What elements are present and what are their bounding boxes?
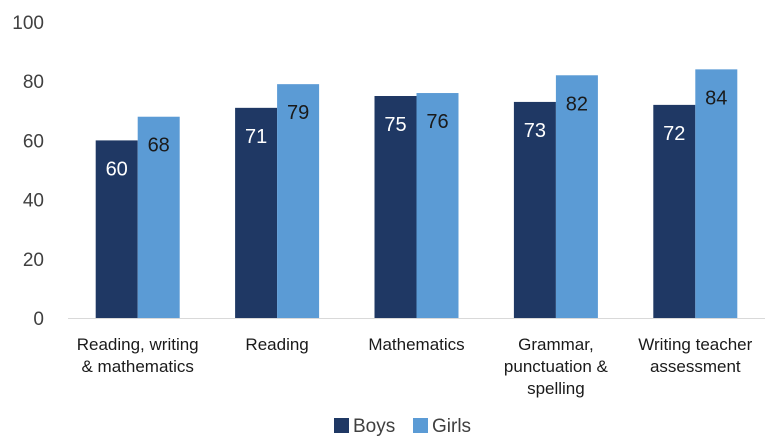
data-label-girls: 84: [705, 87, 727, 109]
x-tick-label: Mathematics: [368, 335, 464, 354]
data-label-girls: 76: [426, 111, 448, 133]
data-label-boys: 73: [524, 120, 546, 142]
x-tick-label-line: assessment: [650, 357, 741, 376]
legend-swatch-boys: [334, 418, 349, 433]
legend-label-boys: Boys: [353, 416, 395, 437]
x-tick-label-line: Grammar,: [518, 335, 594, 354]
y-tick-label: 20: [23, 250, 44, 271]
data-label-boys: 75: [384, 114, 406, 136]
data-label-boys: 60: [106, 158, 128, 180]
y-tick-label: 100: [12, 13, 44, 34]
bar-boys: [235, 107, 278, 318]
x-tick-label-line: & mathematics: [81, 357, 193, 376]
bar-boys: [95, 140, 138, 318]
bar-girls: [277, 84, 320, 318]
x-tick-label: Reading: [245, 335, 308, 354]
bar-girls: [416, 93, 459, 318]
x-tick-label: Grammar, punctuation & spelling: [504, 335, 609, 398]
y-tick-label: 40: [23, 191, 44, 212]
y-axis: 0 20 40 60 80 100: [12, 13, 44, 330]
y-tick-label: 60: [23, 131, 44, 152]
x-tick-label-line: Reading, writing: [77, 335, 199, 354]
x-tick-label-line: Writing teacher: [638, 335, 752, 354]
x-tick-label-line: punctuation &: [504, 357, 609, 376]
data-label-girls: 79: [287, 102, 309, 124]
bar-boys: [653, 104, 696, 318]
data-label-girls: 82: [566, 93, 588, 115]
x-tick-label-line: Mathematics: [368, 335, 464, 354]
data-label-boys: 71: [245, 126, 267, 148]
data-label-boys: 72: [663, 123, 685, 145]
bar-boys: [513, 101, 556, 318]
bar-girls: [555, 75, 598, 318]
legend-label-girls: Girls: [432, 416, 471, 437]
x-axis: Reading, writing & mathematics Reading Math…: [68, 318, 765, 398]
legend-swatch-girls: [413, 418, 428, 433]
bars: 60 71 75 73 72 68 79 76 82 84: [95, 69, 738, 318]
legend: Boys Girls: [334, 416, 471, 437]
y-tick-label: 80: [23, 72, 44, 93]
x-tick-label-line: Reading: [245, 335, 308, 354]
x-tick-label-line: spelling: [527, 379, 585, 398]
bar-girls: [695, 69, 738, 318]
bar-boys: [374, 96, 417, 318]
y-tick-label: 0: [33, 309, 44, 330]
data-label-girls: 68: [148, 135, 170, 157]
x-tick-label: Writing teacher assessment: [638, 335, 752, 376]
x-tick-label: Reading, writing & mathematics: [77, 335, 199, 376]
bar-girls: [137, 116, 180, 318]
